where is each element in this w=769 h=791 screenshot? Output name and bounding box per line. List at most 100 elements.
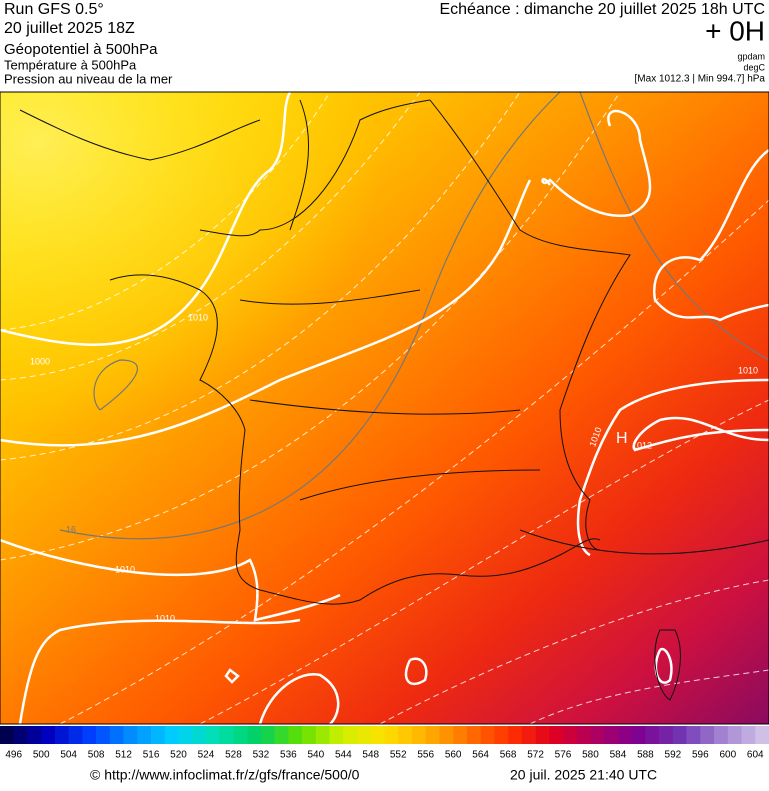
colorbar-cell (453, 726, 468, 744)
colorbar-label: 588 (637, 750, 654, 761)
colorbar-cell (521, 726, 536, 744)
header: Run GFS 0.5° 20 juillet 2025 18Z Géopote… (4, 1, 766, 86)
colorbar-label: 556 (417, 750, 434, 761)
colorbar-label: 552 (390, 750, 407, 761)
colorbar-cell (343, 726, 358, 744)
title-line: Pression au niveau de la mer (4, 71, 173, 86)
colorbar-label: 532 (253, 750, 270, 761)
colorbar-cell (508, 726, 523, 744)
colorbar-cell (260, 726, 275, 744)
colorbar-cell (13, 726, 28, 744)
offset: + 0H (705, 15, 765, 46)
colorbar-label: 512 (115, 750, 132, 761)
colorbar-cell (659, 726, 674, 744)
colorbar-cell (164, 726, 179, 744)
colorbar-cell (315, 726, 330, 744)
contour-label: 16 (66, 524, 76, 534)
title-line: 20 juillet 2025 18Z (4, 20, 135, 37)
colorbar-cell (480, 726, 495, 744)
unit: degC (743, 62, 765, 72)
colorbar-label: 504 (60, 750, 77, 761)
colorbar-label: 500 (33, 750, 50, 761)
colorbar-cell (205, 726, 221, 744)
colorbar-cell (700, 726, 715, 744)
colorbar-label: 496 (5, 750, 22, 761)
colorbar-cell (247, 726, 262, 744)
colorbar-cell (137, 726, 152, 744)
echeance: Echéance : dimanche 20 juillet 2025 18h … (439, 1, 765, 18)
colorbar-label: 596 (692, 750, 709, 761)
colorbar-cell (439, 726, 454, 744)
colorbar-label: 600 (719, 750, 736, 761)
colorbar-label: 544 (335, 750, 352, 761)
colorbar-cell (54, 726, 69, 744)
colorbar-label: 572 (527, 750, 544, 761)
colorbar-cell (274, 726, 289, 744)
colorbar-cell (727, 726, 742, 744)
colorbar-cell (411, 726, 426, 744)
contour-label: 1010 (115, 564, 135, 574)
colorbar-cell (370, 726, 385, 744)
colorbar-cell (576, 726, 591, 744)
colorbar-label: 536 (280, 750, 297, 761)
colorbar-cell (233, 726, 248, 744)
colorbar-cell (755, 726, 769, 744)
colorbar-cell (494, 726, 509, 744)
colorbar-cell (645, 726, 660, 744)
colorbar-cell (178, 726, 193, 744)
colorbar-label: 528 (225, 750, 242, 761)
colorbar-cell (617, 726, 632, 744)
colorbar-cell (68, 726, 83, 744)
colorbar-label: 592 (665, 750, 682, 761)
contour-label: 1012 (632, 440, 652, 450)
colorbar-cell (192, 726, 207, 744)
contour-label: 1010 (188, 312, 208, 322)
colorbar-label: 560 (445, 750, 462, 761)
colorbar-cell (425, 726, 440, 744)
timestamp: 20 juil. 2025 21:40 UTC (510, 767, 657, 783)
title-line: Géopotentiel à 500hPa (4, 41, 158, 58)
colorbar-label: 548 (362, 750, 379, 761)
colorbar-label: 516 (143, 750, 160, 761)
colorbar-label: 508 (88, 750, 105, 761)
contour-label: 1010 (738, 365, 758, 375)
colorbar-cell (82, 726, 97, 744)
colorbar-label: 524 (198, 750, 215, 761)
colorbar-label: 576 (555, 750, 572, 761)
colorbar-cell (466, 726, 481, 744)
colorbar-cell (398, 726, 413, 744)
colorbar-cell (96, 726, 111, 744)
colorbar-cell (302, 726, 317, 744)
colorbar-cell (0, 726, 15, 744)
map (0, 92, 769, 724)
contour-label: 1010 (155, 613, 175, 623)
colorbar-label: 564 (472, 750, 489, 761)
colorbar-cell (151, 726, 166, 744)
title-line: Run GFS 0.5° (4, 1, 104, 18)
colorbar-cell (27, 726, 42, 744)
unit: gpdam (737, 51, 765, 61)
colorbar-cell (109, 726, 124, 744)
colorbar-cell (714, 726, 729, 744)
extremes: [Max 1012.3 | Min 994.7] hPa (635, 74, 766, 85)
source: © http://www.infoclimat.fr/z/gfs/france/… (90, 767, 360, 783)
colorbar-cell (384, 726, 399, 744)
colorbar-cell (741, 726, 756, 744)
colorbar-cell (329, 726, 344, 744)
colorbar-cell (41, 726, 56, 744)
colorbar: 496 500 504 508 512 516 520 524 528 532 536 540 544 5… (0, 726, 769, 761)
colorbar-cell (631, 726, 646, 744)
colorbar-label: 540 (307, 750, 324, 761)
colorbar-cell (535, 726, 550, 744)
contour-label: 1000 (30, 356, 50, 366)
footer: © http://www.infoclimat.fr/z/gfs/france/… (90, 767, 657, 783)
colorbar-label: 584 (610, 750, 627, 761)
colorbar-cell (590, 726, 605, 744)
colorbar-cell (288, 726, 303, 744)
colorbar-cell (686, 726, 701, 744)
colorbar-cell (219, 726, 234, 744)
title-line: Température à 500hPa (4, 57, 137, 72)
colorbar-label: 520 (170, 750, 187, 761)
